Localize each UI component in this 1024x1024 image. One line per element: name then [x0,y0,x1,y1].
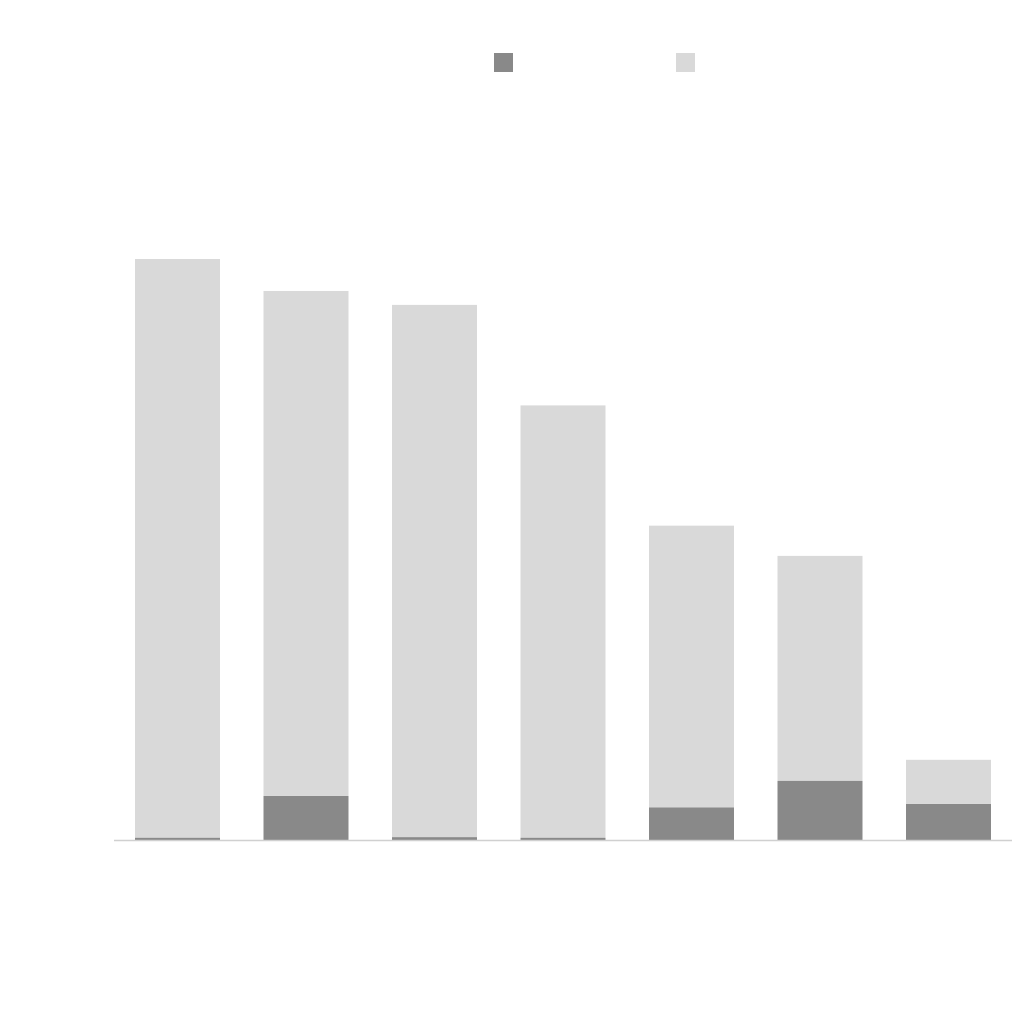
bar-series-2-category-2 [263,290,349,796]
bars [135,259,991,840]
bar-series-1-category-5 [649,807,734,840]
bar-series-2-category-3 [392,304,477,838]
bar-series-2-category-1 [135,259,220,838]
legend-swatch-series-1 [494,53,513,72]
bar-series-2-category-6 [777,555,863,781]
legend-swatch-series-2 [676,53,695,72]
bar-series-1-category-3 [392,837,477,840]
bar-series-1-category-1 [135,837,220,840]
bar-series-1-category-4 [520,837,606,840]
bar-series-2-category-7 [906,759,991,804]
bar-series-2-category-5 [649,525,734,808]
bar-series-2-category-4 [520,405,606,838]
bar-series-1-category-6 [777,780,863,840]
legend [494,53,695,72]
bar-series-1-category-2 [263,795,349,840]
bar-series-1-category-7 [906,803,991,840]
